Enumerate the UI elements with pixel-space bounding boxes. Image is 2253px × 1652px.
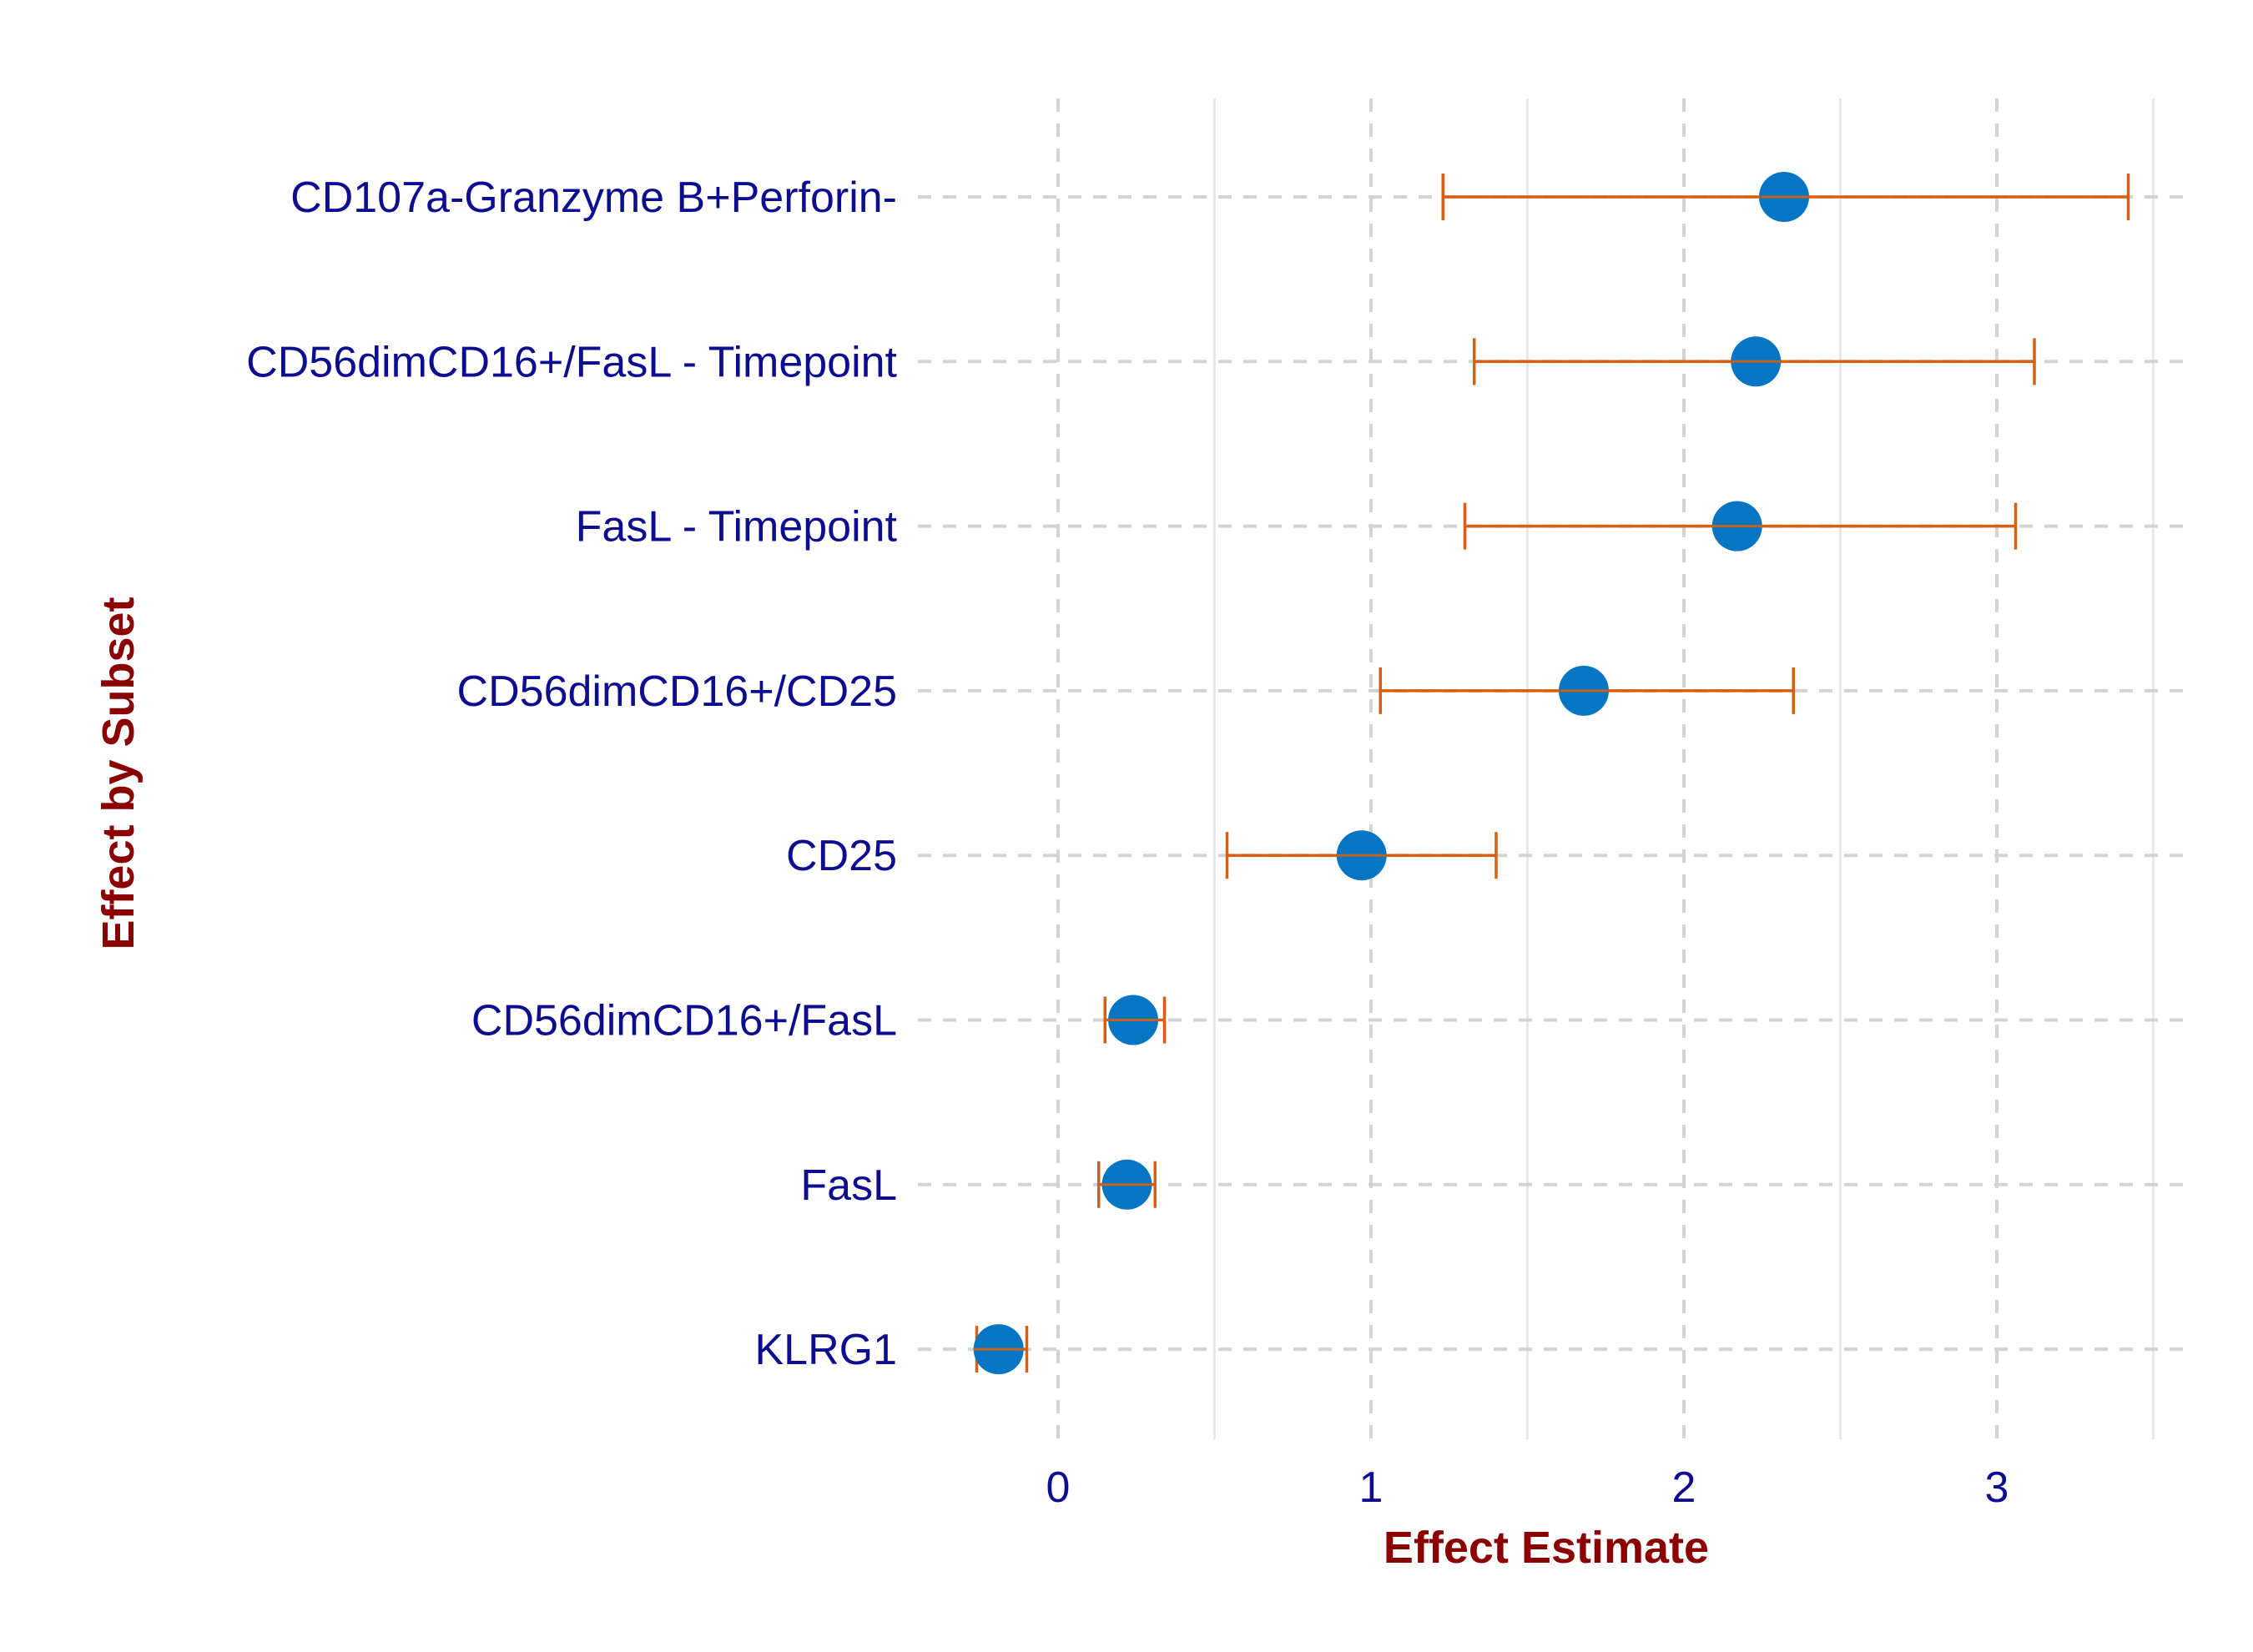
category-label: KLRG1 bbox=[754, 1326, 897, 1374]
y-axis-title: Effect by Subset bbox=[93, 597, 144, 949]
grid-lines bbox=[918, 98, 2186, 1439]
x-tick-label: 3 bbox=[1985, 1463, 2009, 1512]
category-label: CD56dimCD16+/FasL bbox=[471, 997, 897, 1045]
category-label: CD56dimCD16+/FasL - Timepoint bbox=[246, 338, 897, 386]
x-axis-title: Effect Estimate bbox=[1384, 1523, 1709, 1573]
estimate-points bbox=[973, 172, 1809, 1375]
x-axis-tick-labels: 0 1 2 3 bbox=[1046, 1463, 2009, 1512]
category-label: CD25 bbox=[786, 832, 897, 880]
category-label: CD107a-Granzyme B+Perforin- bbox=[290, 174, 897, 222]
y-axis-labels: CD107a-Granzyme B+Perforin- CD56dimCD16+/… bbox=[246, 174, 897, 1374]
x-tick-label: 0 bbox=[1046, 1463, 1071, 1512]
category-label: CD56dimCD16+/CD25 bbox=[457, 667, 897, 716]
x-tick-label: 2 bbox=[1672, 1463, 1696, 1512]
x-tick-label: 1 bbox=[1359, 1463, 1384, 1512]
category-label: FasL bbox=[800, 1161, 897, 1210]
category-label: FasL - Timepoint bbox=[576, 503, 898, 552]
